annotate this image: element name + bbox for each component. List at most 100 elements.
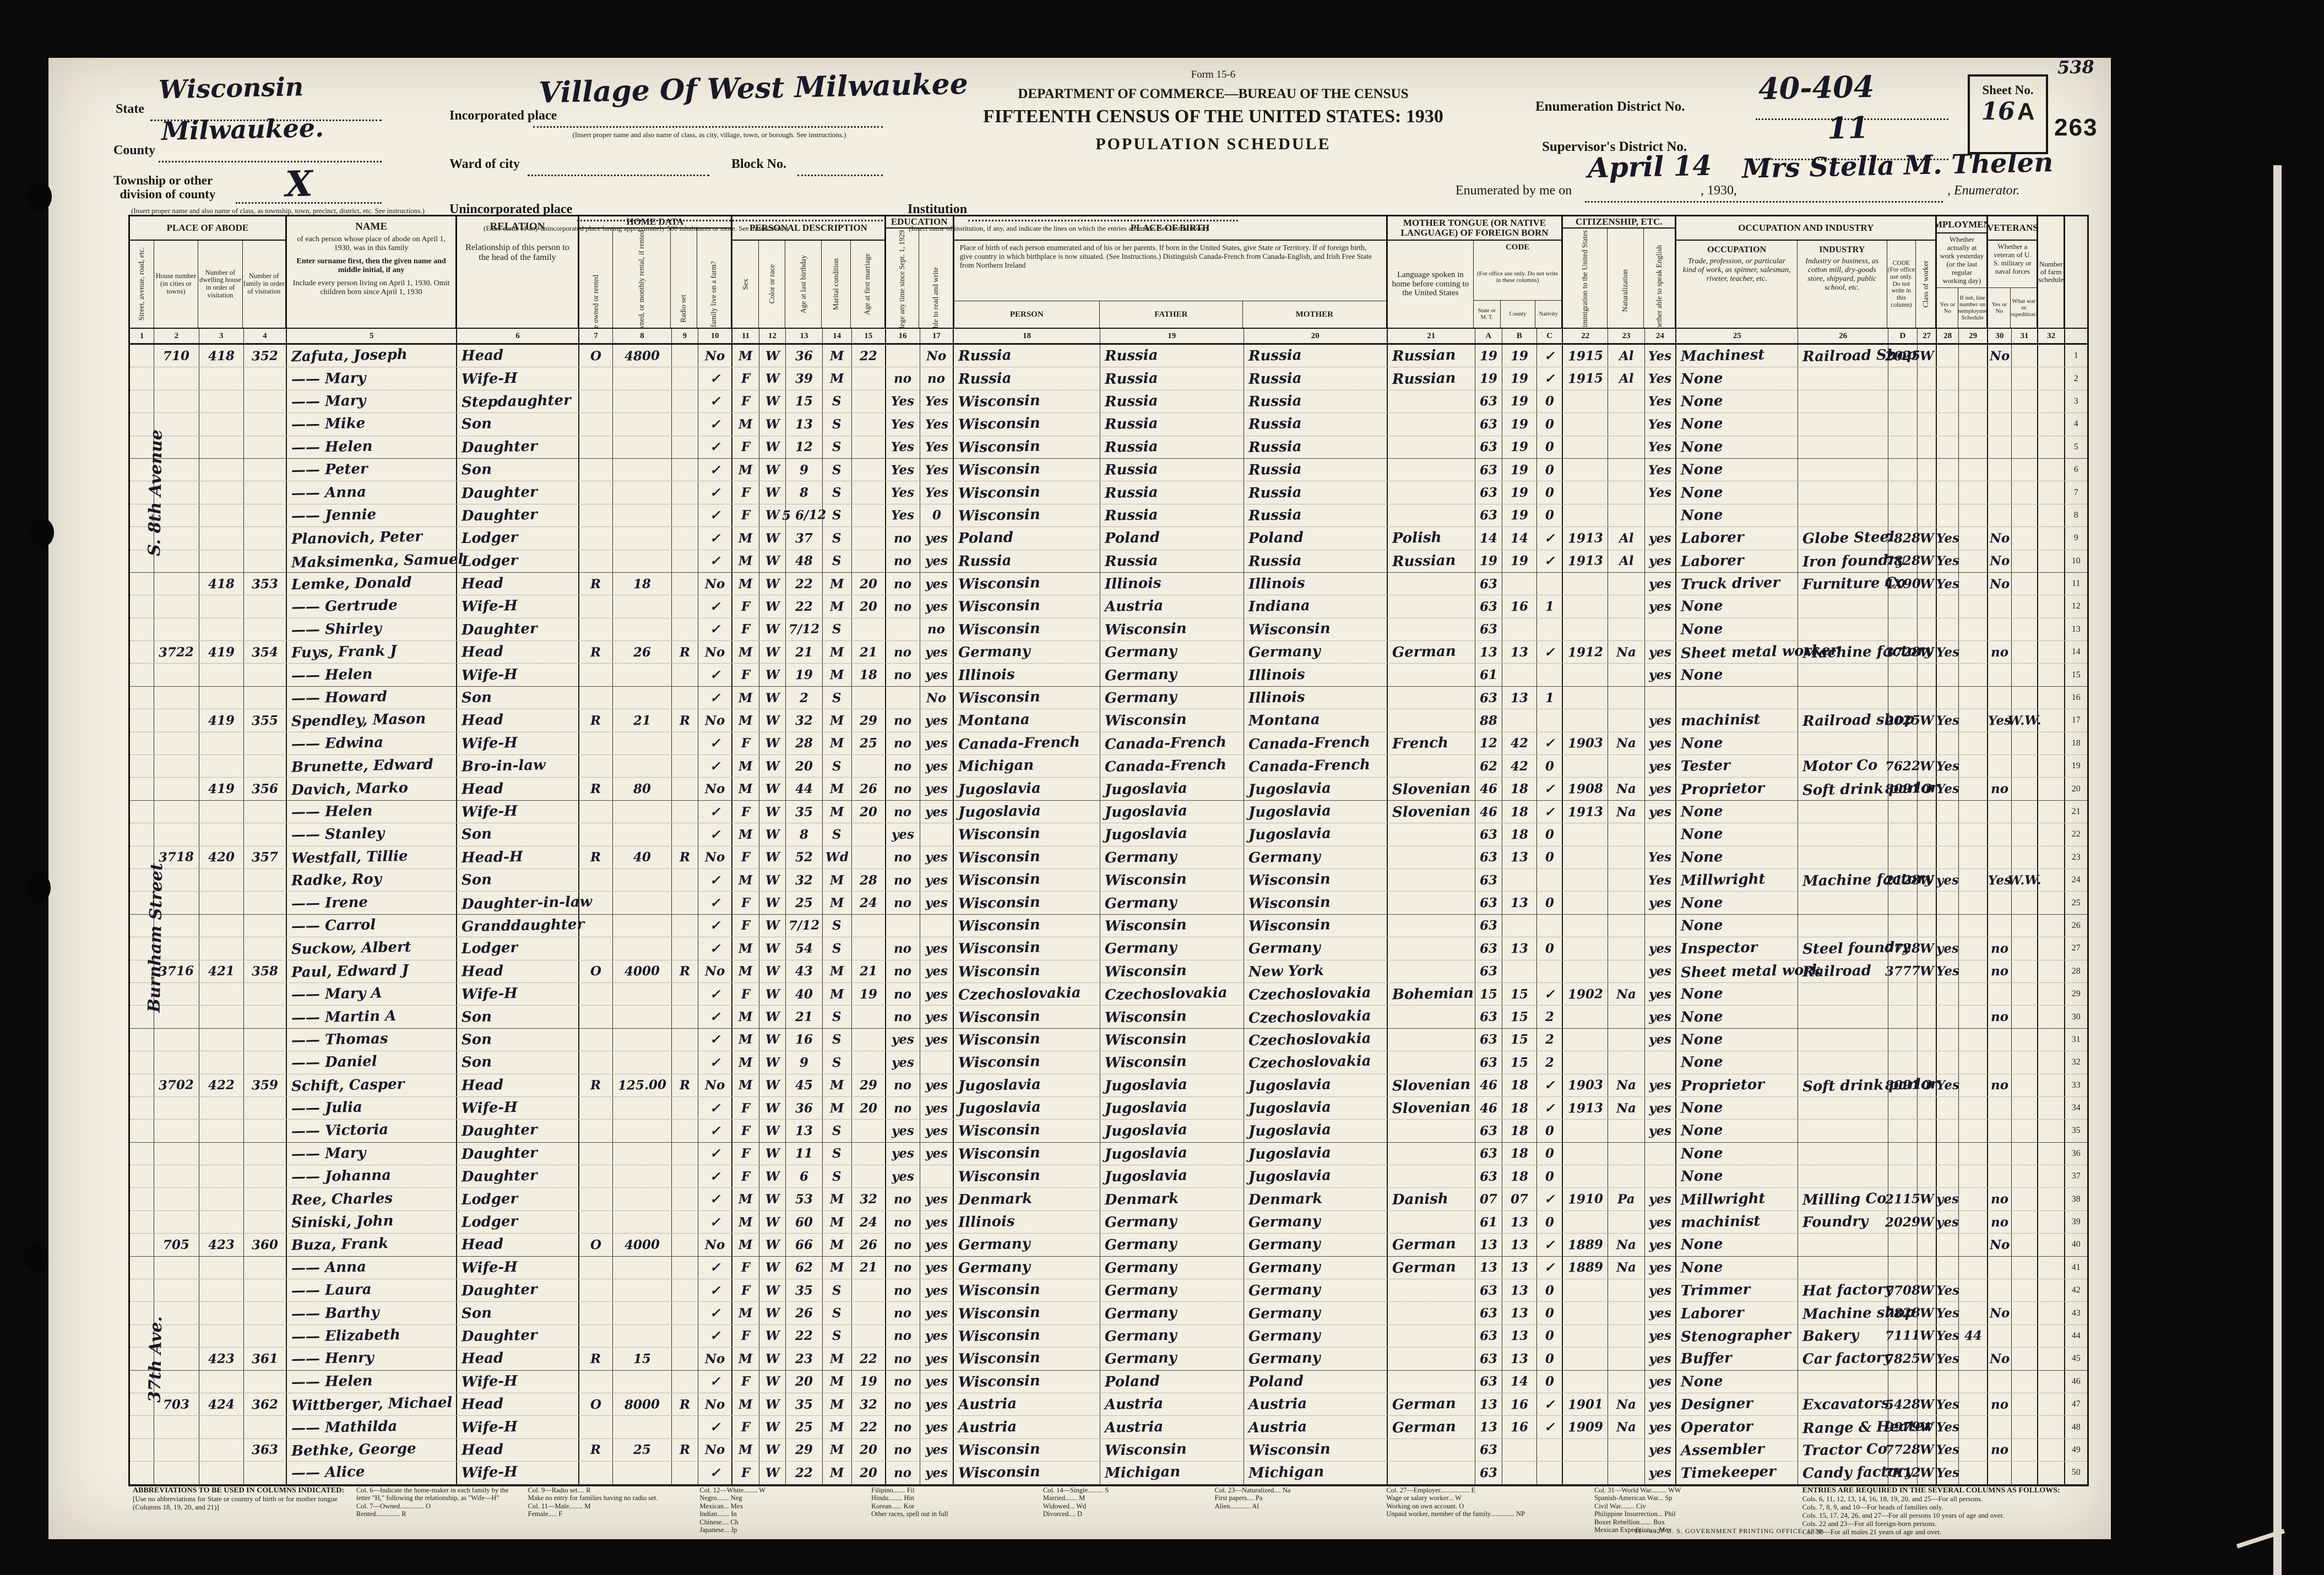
value-imm: 1912 [1567,644,1603,660]
value-eng: Yes [1648,371,1672,387]
cell-house [154,527,199,550]
value-bp: Germany [958,1258,1031,1277]
cell-own [579,390,613,413]
cell-house [154,709,199,732]
cell-radio [672,1302,699,1324]
col-num-v31: 31 [2012,329,2039,343]
cell-bm: Austria [1244,1416,1388,1438]
value-bm: Russia [1248,552,1302,570]
value-sch: Yes [890,507,915,523]
value-read: yes [925,1123,948,1139]
col-head-mar: Marital condition [822,241,851,328]
cell-lang [1388,1324,1475,1348]
cell-house [154,982,199,1006]
cell-ca: 19 [1475,367,1502,390]
cell-house: 3702 [154,1074,199,1096]
value-name: —— Helen [291,1372,373,1391]
value-sex: M [738,781,753,797]
cell-nat [1608,458,1645,481]
cell-line: 48 [2071,1422,2081,1432]
cell-read: no [920,367,954,390]
value-bm: Jugoslavia [1248,1076,1331,1095]
cell-w29 [1959,800,1989,823]
cell-race: W [759,1142,786,1165]
cell-dw: 424 [199,1393,244,1416]
footer-note-line: Col. 14—Single......... S [1042,1486,1109,1494]
value-bm: Wisconsin [1248,1441,1331,1459]
value-name: Fuys, Frank J [291,643,397,662]
value-ca: 63 [1479,439,1497,455]
cell-bp: Jugoslavia [954,778,1100,800]
cell-house [154,755,199,778]
value-imm: 1901 [1567,1396,1603,1413]
cell-farm: ✓ [698,481,733,504]
table-row: —— Mike Son ✓ M W 13 S Yes Yes Wisconsin Russia Rus… [130,413,2087,436]
cell-w29 [1959,1165,1989,1188]
cell-cd: 8091 [1885,1074,1920,1096]
cell-imm [1563,686,1609,709]
cell-line: 11 [2072,579,2081,589]
cell-w29 [1959,1074,1989,1096]
cell-cd [1888,982,1918,1006]
cell-radio [672,1279,699,1302]
value-age: 20 [795,758,813,774]
header-group-abode: PLACE OF ABODE Street, avenue, road, etc.… [130,216,287,328]
cell-name: Westfall, Tillie [287,846,458,868]
cell-eng [1645,686,1677,709]
cell-w29: 44 [1959,1324,1989,1348]
value-race: W [765,644,780,660]
value-mar: M [829,1442,844,1458]
value-sex: F [741,1123,751,1139]
value-mar: M [829,963,844,979]
cell-v31 [2012,960,2039,982]
cell-age: 35 [786,800,823,823]
footer-note-line: Unpaid worker, member of the family.....… [1386,1510,1525,1518]
col-num-own: 7 [579,329,613,343]
cell-v30 [1988,1324,2012,1348]
cell-w29 [1959,664,1989,686]
value-v30: no [1990,941,2009,957]
group-desc-home: Home owned or rented Value of home, if ow… [579,228,731,328]
cell-dw [199,550,244,572]
cell-age: 52 [786,846,823,868]
cell-lang [1388,504,1475,527]
cell-w29 [1959,1438,1989,1462]
value-ca: 63 [1479,416,1497,432]
value-bf: Illinois [1104,575,1161,593]
cell-radio [672,413,699,436]
value-radio: R [679,644,691,660]
cell-street [130,732,155,755]
value-eng: Yes [1648,872,1672,888]
cell-agem: 20 [852,595,886,618]
cell-radio [672,527,699,550]
value-bp: Jugoslavia [958,780,1041,799]
cell-w28: Yes [1936,641,1959,664]
col-head-street: Street, avenue, road, etc. [130,241,154,328]
cell-nat [1608,595,1645,618]
cell-mar: S [823,527,852,550]
cell-agem: 19 [852,1370,886,1393]
cell-cc: ✓ [1537,800,1563,823]
cell-cb: 13 [1502,1348,1538,1370]
cell-eng: yes [1645,1256,1677,1279]
cell-v30: no [1988,1074,2012,1096]
value-name: Radke, Roy [291,871,382,889]
sheet-label: Sheet No. [1982,83,2034,97]
cell-cc: 0 [1537,937,1563,960]
cell-ind [1798,1165,1888,1188]
cell-bm: Germany [1244,1279,1388,1302]
cell-fs [2038,892,2065,914]
cell-rel: Wife-H [457,982,579,1006]
value-cls: W [1919,1328,1934,1344]
cell-age: 44 [786,778,823,800]
cell-bp: Wisconsin [954,937,1100,960]
cell-agem: 25 [852,732,886,755]
col-num-rel: 6 [457,329,579,343]
cell-mar: S [823,1051,852,1074]
value-bm: Poland [1248,1372,1304,1391]
cell-sch: Yes [886,413,920,436]
cell-rel: Head [457,1234,579,1256]
cell-ca: 15 [1475,982,1502,1006]
value-mar: S [832,462,842,477]
